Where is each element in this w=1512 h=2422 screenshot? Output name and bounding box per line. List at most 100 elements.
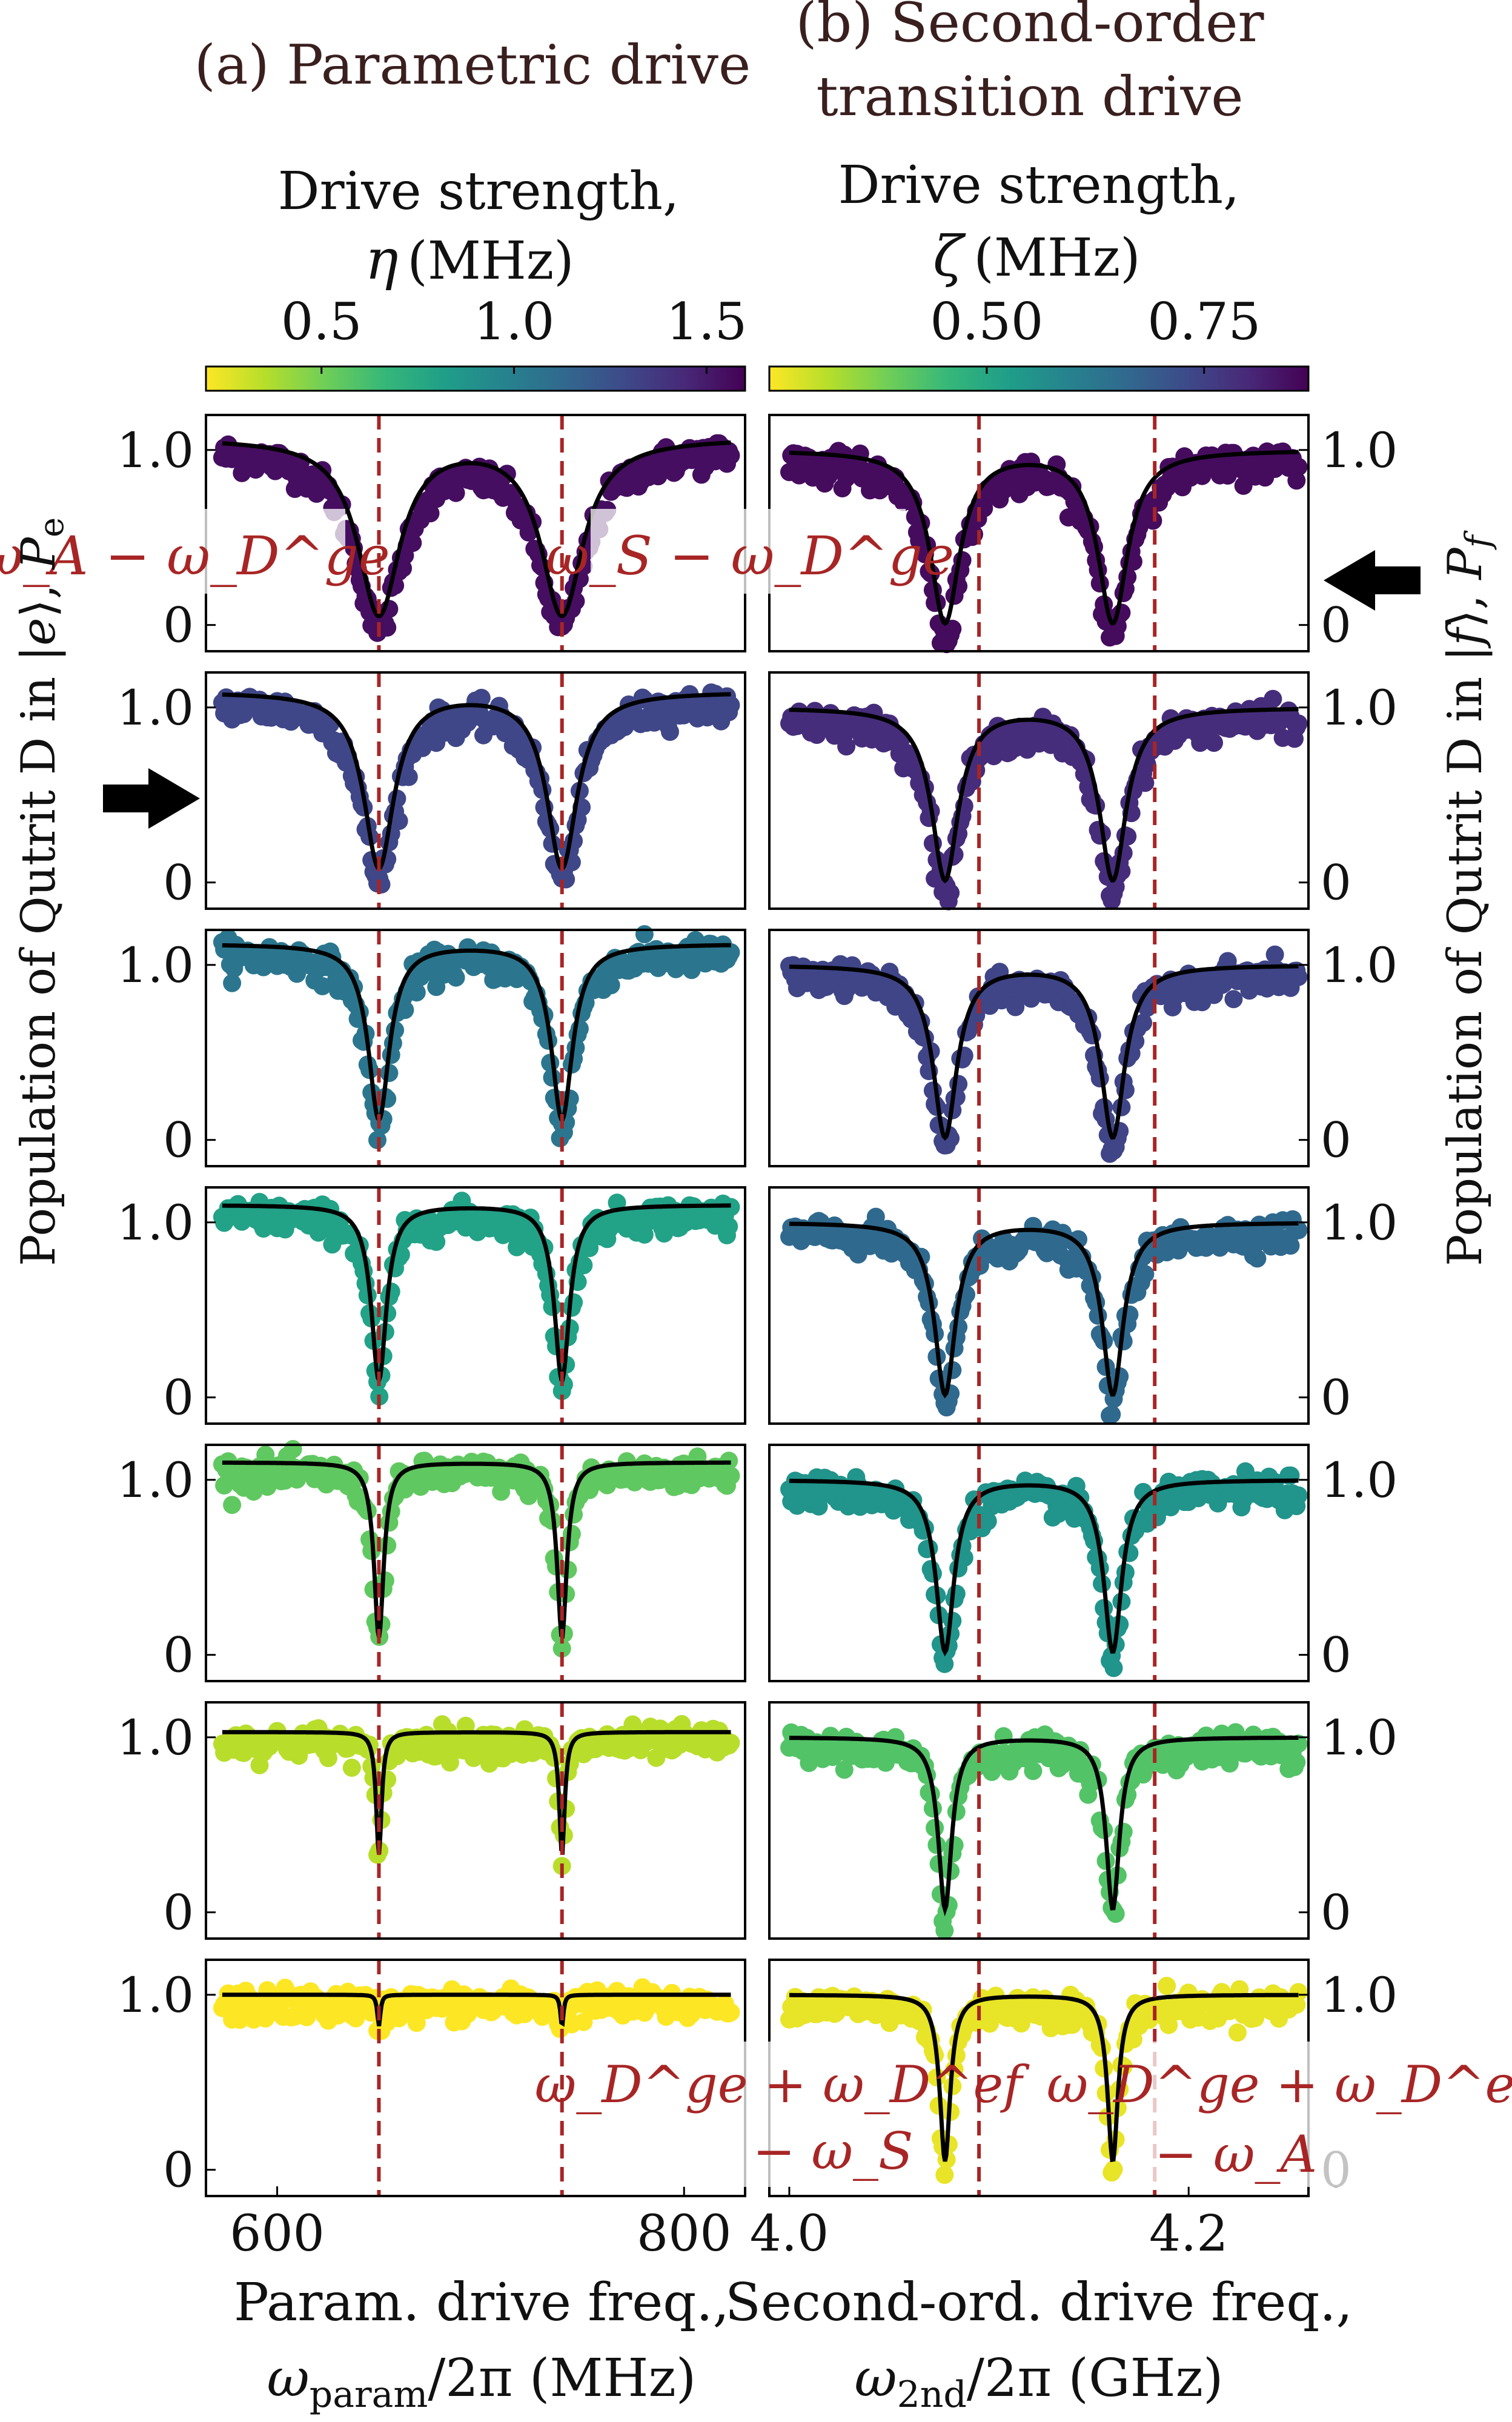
data-point xyxy=(1102,1405,1121,1424)
fit-line xyxy=(789,1992,1299,2163)
fit-line xyxy=(789,1221,1299,1399)
panel-b-title-line2: transition drive xyxy=(816,65,1243,128)
subplot-a-7: 0 1.0 600 800 xyxy=(117,1959,746,2263)
subplot-frame xyxy=(768,929,1310,1167)
data-point xyxy=(1248,1249,1267,1268)
data-point xyxy=(396,1001,414,1020)
data-point xyxy=(446,483,465,502)
y-tick-label: 0 xyxy=(163,1627,194,1684)
y-axis-label-left: Population of Qutrit D in |e⟩, Pe xyxy=(12,517,71,1266)
data-point xyxy=(399,768,418,786)
y-tick-label: 1.0 xyxy=(117,1967,194,2023)
subplot-a-6: 01.0 xyxy=(117,1701,746,1941)
x-tick-label: 4.2 xyxy=(1149,2205,1228,2263)
annotation-b-right-line1: ω_D^ge + ω_D^ef xyxy=(1047,2055,1512,2114)
subplot-b-6: 01.0 xyxy=(768,1701,1398,1941)
y-tick-label: 1.0 xyxy=(117,1452,194,1508)
data-point xyxy=(1205,734,1223,752)
subplot-a-1: 01.0 xyxy=(117,414,746,654)
data-point xyxy=(1228,2023,1247,2042)
colorbar-b: 0.50 0.75 xyxy=(768,292,1310,392)
ylabel-a-state: e xyxy=(12,618,66,646)
annotation-a-right-text: ω_S − ω_D^ge xyxy=(546,525,954,587)
data-point xyxy=(319,1749,337,1767)
panel-a-title: (a) Parametric drive xyxy=(194,33,751,97)
data-point xyxy=(1136,1265,1155,1284)
subplot-b-1: 01.0 xyxy=(768,414,1398,654)
colorbar-tick-label: 0.5 xyxy=(281,292,362,351)
subplot-b-2: 01.0 xyxy=(768,671,1398,911)
data-point xyxy=(649,467,668,486)
data-point xyxy=(835,1760,854,1779)
data-point xyxy=(1265,945,1284,964)
colorbar-tick-label: 1.0 xyxy=(474,292,555,351)
xlabel-b-symbol: ω xyxy=(854,2348,897,2409)
data-point xyxy=(602,976,620,995)
y-tick-label: 0 xyxy=(163,2142,194,2198)
panel-b-plots: 01.001.001.001.001.001.001.04.04.2 xyxy=(750,414,1398,2263)
y-tick-label: 0 xyxy=(1321,1112,1351,1169)
xlabel-a-symbol: ω xyxy=(267,2348,310,2409)
data-point xyxy=(809,1497,828,1516)
colorbar-a-label-line1: Drive strength, xyxy=(278,161,680,222)
subplot-b-5: 01.0 xyxy=(768,1444,1398,1684)
data-point xyxy=(721,696,740,714)
annotation-b-left-line1: ω_D^ge + ω_D^ef xyxy=(535,2055,1030,2114)
subplot-a-2: 01.0 xyxy=(117,671,746,911)
ylabel-b-symbol: P xyxy=(1438,547,1493,581)
y-tick-label: 1.0 xyxy=(117,680,194,736)
data-point xyxy=(943,620,962,638)
y-tick-label: 0 xyxy=(163,597,194,654)
y-tick-label: 1.0 xyxy=(1321,937,1398,994)
data-point xyxy=(984,747,1003,766)
x-tick-label: 600 xyxy=(230,2205,325,2263)
data-point xyxy=(721,1467,740,1485)
colorbar-a: 0.5 1.0 1.5 xyxy=(205,292,747,392)
data-point xyxy=(1264,689,1282,708)
subplot-a-3: 01.0 xyxy=(117,925,746,1169)
y-tick-label: 0 xyxy=(163,1885,194,1941)
fit-line xyxy=(789,450,1299,626)
y-tick-label: 0 xyxy=(163,855,194,911)
y-axis-label-right: Population of Qutrit D in |f⟩, Pf xyxy=(1438,529,1498,1266)
data-point xyxy=(978,1512,997,1531)
annotation-a-right: ω_S − ω_D^ge xyxy=(546,509,954,594)
panel-b-title-line1: (b) Second-order xyxy=(795,0,1264,55)
fit-line xyxy=(789,964,1299,1141)
ylabel-a-symbol: P xyxy=(12,537,66,571)
data-point xyxy=(574,1256,593,1275)
subplot-frame xyxy=(768,1701,1310,1940)
colorbar-b-label-line1: Drive strength, xyxy=(838,155,1240,216)
data-point xyxy=(1289,1221,1308,1239)
y-tick-label: 1.0 xyxy=(117,1710,194,1766)
fit-line xyxy=(222,943,731,1124)
y-tick-label: 1.0 xyxy=(117,1195,194,1251)
y-tick-label: 0 xyxy=(1321,597,1351,654)
y-tick-label: 0 xyxy=(1321,1885,1351,1941)
data-point xyxy=(223,974,242,992)
fit-line xyxy=(222,1992,731,2027)
data-point xyxy=(1024,1762,1043,1780)
data-point xyxy=(661,723,679,741)
data-point xyxy=(382,1282,400,1301)
data-point xyxy=(372,875,391,894)
arrow-right-icon xyxy=(103,768,200,829)
xlabel-a-line2: ωparam/2π (MHz) xyxy=(267,2348,697,2416)
ylabel-a-suffix: ⟩, xyxy=(12,569,66,618)
subplot-frame xyxy=(205,671,746,910)
data-point xyxy=(941,883,960,902)
colorbar-b-symbol: ζ xyxy=(933,224,966,289)
y-tick-label: 1.0 xyxy=(117,937,194,994)
subplot-frame xyxy=(205,1444,746,1682)
data-point xyxy=(1289,714,1308,733)
subplot-a-5: 01.0 xyxy=(117,1440,746,1684)
data-point xyxy=(1104,1659,1123,1677)
data-point xyxy=(1287,1753,1306,1771)
colorbar-tick-label: 0.50 xyxy=(930,292,1043,351)
fit-line xyxy=(222,440,731,619)
data-point xyxy=(949,1318,968,1336)
y-tick-label: 1.0 xyxy=(1321,1967,1398,2023)
data-point xyxy=(284,1440,302,1458)
